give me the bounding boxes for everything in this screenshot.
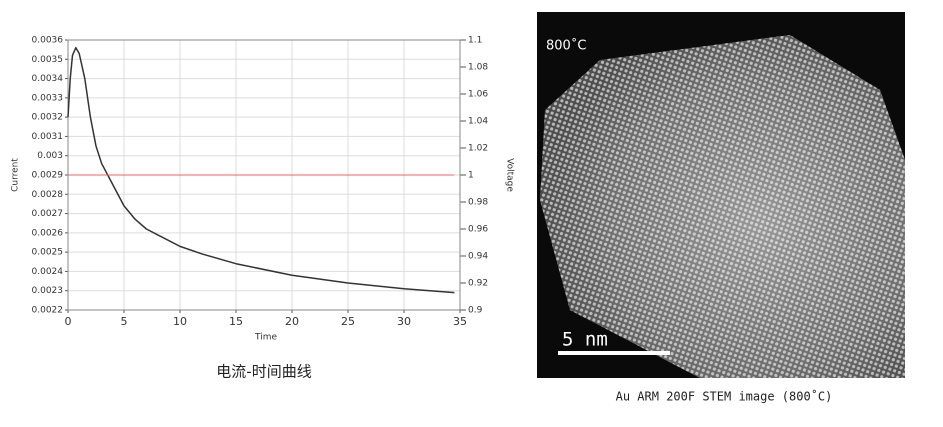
y-tick-label: 0.0035 xyxy=(32,55,64,65)
y2-tick-label: 1 xyxy=(468,171,474,181)
y-tick-label: 0.0036 xyxy=(32,36,64,46)
y-tick-label: 0.0023 xyxy=(32,286,64,296)
stem-image: 800˚C 5 nm xyxy=(537,12,905,378)
y2-tick-label: 0.92 xyxy=(468,279,488,289)
y-tick-label: 0.0033 xyxy=(32,93,64,103)
temperature-label: 800˚C xyxy=(546,38,586,54)
line-series xyxy=(67,46,455,294)
y2-tick-label: 0.94 xyxy=(468,252,488,262)
y2-tick-label: 1.08 xyxy=(468,63,488,73)
y2-tick-label: 1.04 xyxy=(468,117,488,127)
y-tick-label: 0.003 xyxy=(37,151,63,161)
y-tick-label: 0.0031 xyxy=(32,132,64,142)
y-axis-label: Current xyxy=(11,158,21,192)
y2-tick-label: 0.96 xyxy=(468,225,488,235)
x-tick-label: 20 xyxy=(285,315,299,328)
x-tick-label: 15 xyxy=(229,315,243,328)
x-tick-label: 25 xyxy=(341,315,355,328)
atom-lattice xyxy=(540,35,905,378)
y-tick-label: 0.0028 xyxy=(32,190,64,200)
y-tick-label: 0.0022 xyxy=(32,306,64,316)
y2-tick-label: 0.98 xyxy=(468,198,488,208)
x-tick-label: 0 xyxy=(65,315,72,328)
y-tick-label: 0.0026 xyxy=(32,228,64,238)
y2-tick-label: 0.9 xyxy=(468,306,483,316)
y-tick-label: 0.0029 xyxy=(32,171,64,181)
y-tick-label: 0.0032 xyxy=(32,113,64,123)
x-tick-label: 35 xyxy=(453,315,467,328)
y-tick-label: 0.0025 xyxy=(32,248,64,258)
x-tick-label: 10 xyxy=(173,315,187,328)
y-tick-label: 0.0027 xyxy=(32,209,64,219)
y2-tick-label: 1.02 xyxy=(468,144,488,154)
x-axis-label: Time xyxy=(254,333,277,343)
y-tick-label: 0.0034 xyxy=(32,74,64,84)
x-tick-label: 30 xyxy=(397,315,411,328)
image-caption: Au ARM 200F STEM image (800˚C) xyxy=(616,389,833,404)
y2-tick-label: 1.1 xyxy=(468,36,482,46)
scale-bar xyxy=(558,351,670,355)
chart-title: 电流-时间曲线 xyxy=(216,363,311,381)
y2-axis-label: Voltage xyxy=(505,158,515,192)
y-tick-label: 0.0024 xyxy=(32,267,64,277)
x-tick-label: 5 xyxy=(121,315,128,328)
y2-tick-label: 1.06 xyxy=(468,90,488,100)
scale-bar-label: 5 nm xyxy=(562,329,608,351)
